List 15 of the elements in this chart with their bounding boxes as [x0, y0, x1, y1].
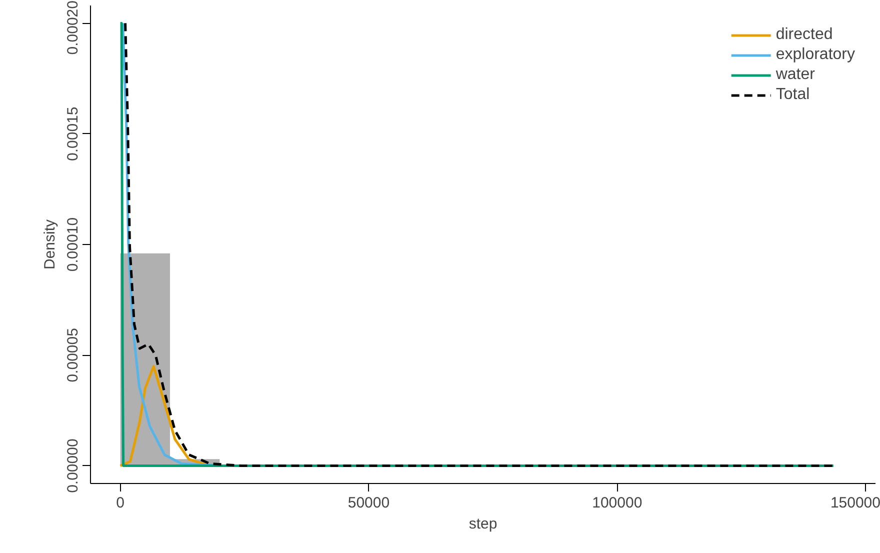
legend-label: directed — [776, 26, 833, 44]
legend-label: water — [776, 66, 815, 84]
x-tick-label: 100000 — [592, 494, 642, 512]
x-axis-title: step — [468, 516, 498, 532]
y-tick-label: 0.00005 — [64, 328, 82, 382]
y-tick-label: 0.00010 — [64, 217, 82, 272]
legend-label: Total — [776, 86, 810, 104]
legend-label: exploratory — [776, 46, 855, 64]
y-tick-label: 0.00020 — [64, 0, 82, 55]
x-tick-label: 0 — [116, 494, 124, 512]
y-tick-label: 0.00015 — [64, 106, 82, 161]
x-tick-label: 150000 — [830, 494, 880, 512]
x-tick-label: 50000 — [348, 494, 390, 512]
y-axis-title: Density — [42, 218, 58, 270]
y-tick-label: 0.00000 — [64, 438, 82, 493]
